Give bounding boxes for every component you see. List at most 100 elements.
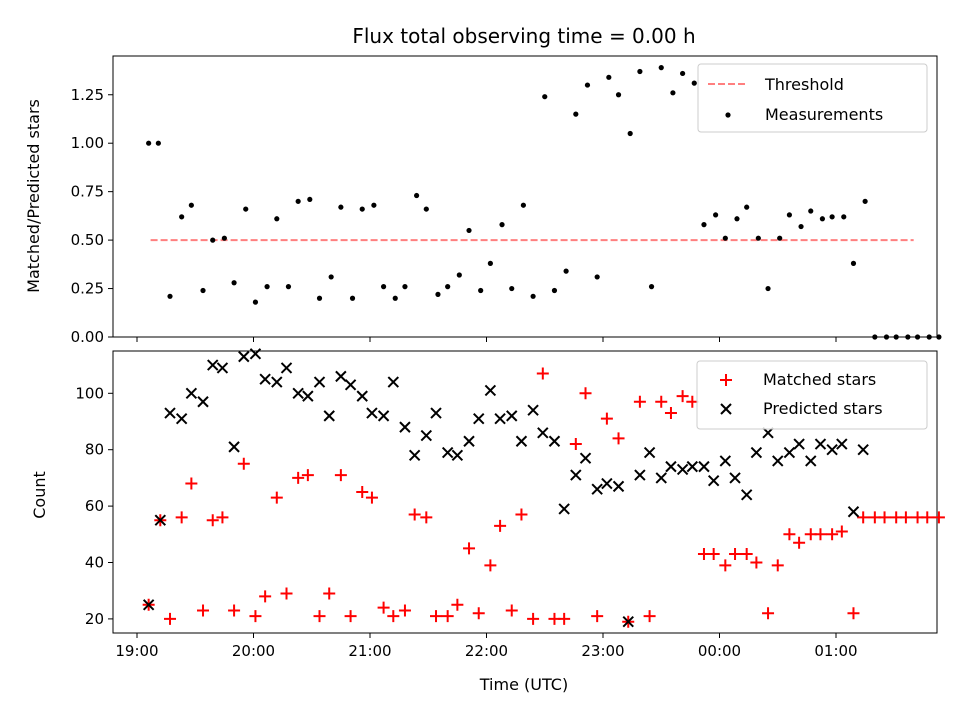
predicted-star-point: [591, 483, 603, 495]
matched-star-point: [377, 601, 390, 614]
matched-star-point: [249, 610, 262, 623]
predicted-star-point: [313, 376, 326, 388]
measurement-point: [210, 237, 216, 243]
measurement-point: [509, 285, 515, 292]
predicted-star-point: [207, 359, 219, 371]
matched-star-point: [793, 536, 806, 549]
measurement-point: [594, 274, 600, 280]
predicted-star-point: [601, 477, 613, 490]
measurement-point: [499, 222, 505, 228]
measurement-point: [551, 287, 558, 294]
predicted-star-point: [484, 384, 497, 397]
matched-star-point: [826, 528, 839, 541]
measurement-point: [435, 291, 441, 297]
measurement-point: [200, 287, 206, 294]
predicted-star-point: [643, 446, 656, 459]
matched-star-point: [472, 607, 485, 620]
predicted-star-point: [302, 390, 314, 402]
top-chart-ylabel: Matched/Predicted stars: [24, 99, 43, 293]
measurement-point: [573, 111, 579, 117]
predicted-star-point: [857, 443, 869, 456]
top-ytick-label: 0.50: [71, 231, 104, 249]
matched-star-point: [643, 610, 656, 623]
measurement-point: [819, 216, 826, 222]
xtick-label: 23:00: [581, 642, 624, 660]
predicted-star-point: [344, 379, 357, 391]
predicted-legend-label: Predicted stars: [763, 399, 883, 418]
measurement-point: [606, 74, 612, 80]
matched-star-point: [441, 610, 454, 623]
matched-star-point: [719, 559, 732, 572]
predicted-star-point: [579, 452, 592, 464]
predicted-star-point: [228, 441, 240, 453]
predicted-star-point: [280, 362, 293, 374]
predicted-star-point: [494, 412, 506, 425]
measurement-point: [841, 214, 847, 220]
matched-star-point: [365, 491, 378, 504]
bottom-chart-ylabel: Count: [30, 471, 49, 519]
top-legend: Threshold Measurements: [697, 63, 928, 133]
matched-star-point: [569, 438, 582, 451]
matched-star-point: [430, 610, 443, 623]
measurement-point: [423, 206, 429, 212]
predicted-star-point: [420, 429, 433, 442]
matched-star-point: [899, 511, 912, 524]
matched-star-point: [505, 604, 518, 617]
measurement-point: [188, 202, 194, 208]
top-legend-box: [697, 63, 928, 133]
measurement-point: [755, 235, 761, 241]
predicted-star-point: [271, 376, 283, 388]
top-plot-area: 0.00 0.25 0.50 0.75 1.00 1.25: [71, 55, 942, 346]
matched-star-point: [921, 511, 934, 524]
predicted-star-point: [814, 438, 827, 450]
matched-star-point: [579, 387, 592, 400]
predicted-star-point: [175, 412, 188, 425]
measurements-legend-label: Measurements: [765, 105, 883, 124]
predicted-star-point: [676, 463, 689, 476]
matched-star-point: [676, 390, 689, 403]
predicted-star-point: [836, 438, 848, 450]
predicted-star-point: [323, 410, 335, 422]
predicted-star-point: [622, 616, 634, 628]
matched-star-point: [740, 548, 753, 561]
measurement-point: [530, 293, 536, 299]
predicted-star-point: [707, 475, 720, 487]
matched-star-point: [750, 556, 763, 569]
matched-star-point: [292, 471, 305, 484]
predicted-star-point: [826, 443, 838, 456]
predicted-star-point: [451, 449, 464, 462]
xtick-label: 22:00: [465, 642, 508, 660]
bottom-plot-area: 20 40 60 80 100 19:00 20:00 21:00 22:00 23:00 00:0…: [75, 348, 945, 660]
matched-star-point: [301, 469, 314, 482]
measurement-point: [883, 334, 890, 340]
bottom-ytick-label: 60: [85, 497, 104, 515]
matched-star-point: [600, 412, 613, 425]
top-axes-frame: [112, 55, 938, 338]
bottom-ytick-label: 40: [85, 554, 104, 572]
predicted-star-point: [197, 396, 209, 408]
measurement-point: [252, 299, 259, 305]
matched-star-point: [783, 528, 796, 541]
bottom-axes-frame: [112, 350, 938, 634]
matched-star-point: [451, 598, 464, 611]
predicted-star-point: [527, 404, 539, 416]
matched-star-point: [515, 508, 528, 521]
measurement-point: [146, 140, 152, 146]
matched-star-point: [686, 395, 699, 408]
matched-star-point: [729, 548, 742, 561]
predicted-star-point: [408, 449, 421, 462]
measurement-point: [872, 334, 878, 340]
measurement-point: [167, 293, 173, 299]
predicted-star-point: [612, 480, 625, 493]
matched-star-point: [216, 511, 229, 524]
measurement-point: [338, 204, 344, 210]
matched-star-point: [484, 559, 497, 572]
matched-star-point: [835, 525, 848, 538]
matched-star-point: [323, 587, 336, 600]
predicted-star-point: [366, 407, 378, 419]
matched-star-point: [857, 511, 870, 524]
measurement-point: [414, 192, 420, 199]
measurement-point: [637, 68, 643, 75]
matched-star-point: [185, 477, 198, 490]
